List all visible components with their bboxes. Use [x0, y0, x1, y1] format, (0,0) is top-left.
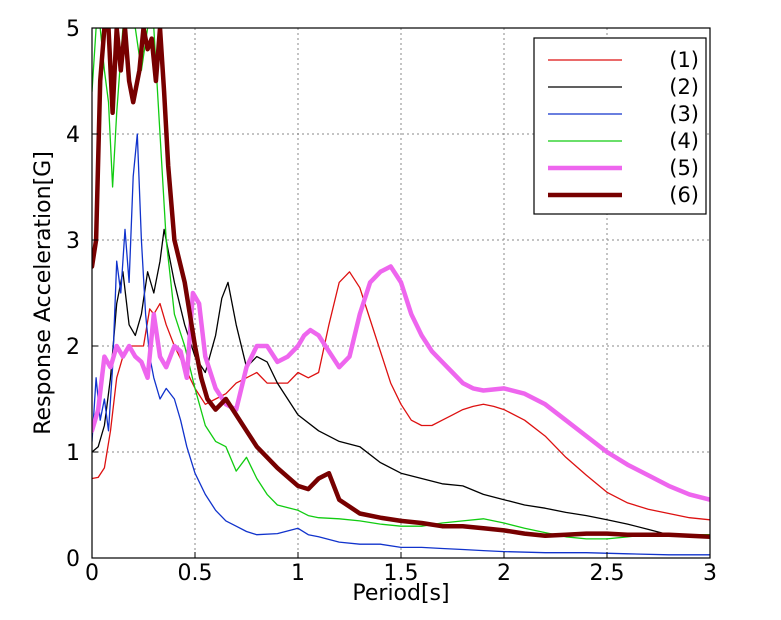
y-tick-label: 0: [66, 547, 80, 572]
y-axis-label: Response Acceleration[G]: [31, 151, 56, 435]
y-tick-label: 5: [66, 17, 80, 42]
x-tick-label: 2: [497, 561, 511, 586]
legend-label: (5): [669, 156, 699, 180]
y-axis-ticks: 0 1 2 3 4 5: [66, 17, 98, 572]
legend-box: [533, 37, 707, 215]
x-tick-label: 0.5: [178, 561, 213, 586]
legend-label: (2): [669, 75, 699, 99]
legend-label: (3): [669, 102, 699, 126]
y-tick-label: 2: [66, 335, 80, 360]
x-tick-label: 1: [291, 561, 305, 586]
x-tick-label: 0: [85, 561, 99, 586]
series-line-5: [92, 264, 710, 502]
series-line-1: [92, 271, 710, 521]
series-line-3: [92, 133, 710, 556]
legend: (1) (2) (3) (4) (5) (6): [533, 37, 707, 215]
x-axis-label: Period[s]: [352, 581, 449, 606]
series-lines: [92, 28, 710, 556]
x-tick-label: 1.5: [384, 561, 419, 586]
x-tick-label: 2.5: [590, 561, 625, 586]
y-tick-label: 3: [66, 229, 80, 254]
y-tick-label: 1: [66, 441, 80, 466]
y-tick-label: 4: [66, 123, 80, 148]
legend-label: (6): [669, 183, 699, 207]
legend-label: (1): [669, 48, 699, 72]
legend-label: (4): [669, 129, 699, 153]
x-tick-label: 3: [703, 561, 717, 586]
series-line-2: [92, 228, 710, 539]
series-line-6: [92, 28, 710, 540]
x-axis-ticks: 0 0.5 1 1.5 2 2.5 3: [85, 552, 717, 586]
